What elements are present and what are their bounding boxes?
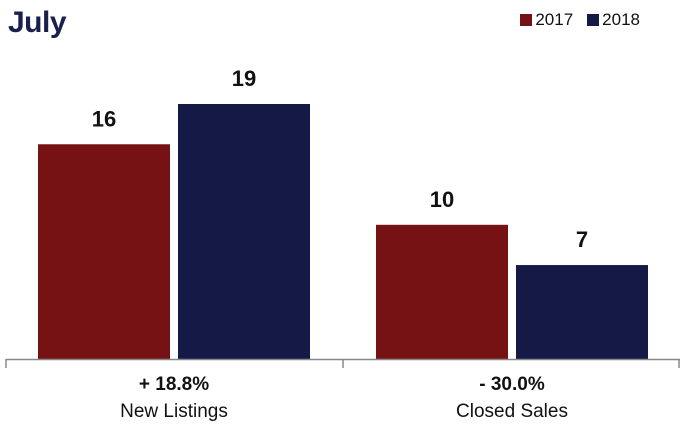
bar-label-closed-sales-2017: 10 — [430, 187, 454, 212]
legend-label-2018: 2018 — [602, 10, 640, 29]
category-label-0: New Listings — [120, 401, 228, 422]
chart-title: July — [8, 6, 67, 39]
legend-item-2018: 2018 — [587, 10, 640, 30]
bar-new-listings-2017 — [38, 144, 170, 359]
category-change-1: - 30.0% — [479, 374, 545, 395]
bar-label-new-listings-2017: 16 — [92, 106, 116, 131]
bar-label-new-listings-2018: 19 — [232, 66, 256, 91]
bar-closed-sales-2017 — [376, 224, 508, 359]
category-change-0: + 18.8% — [139, 374, 209, 395]
bar-new-listings-2018 — [178, 104, 310, 359]
category-label-1: Closed Sales — [456, 401, 568, 422]
bar-closed-sales-2018 — [516, 265, 648, 359]
legend-swatch-2018 — [587, 14, 600, 26]
legend-swatch-2017 — [520, 14, 533, 26]
legend: 2017 2018 — [520, 10, 640, 30]
legend-item-2017: 2017 — [520, 10, 573, 30]
legend-label-2017: 2017 — [535, 10, 574, 29]
bar-label-closed-sales-2018: 7 — [576, 227, 588, 252]
